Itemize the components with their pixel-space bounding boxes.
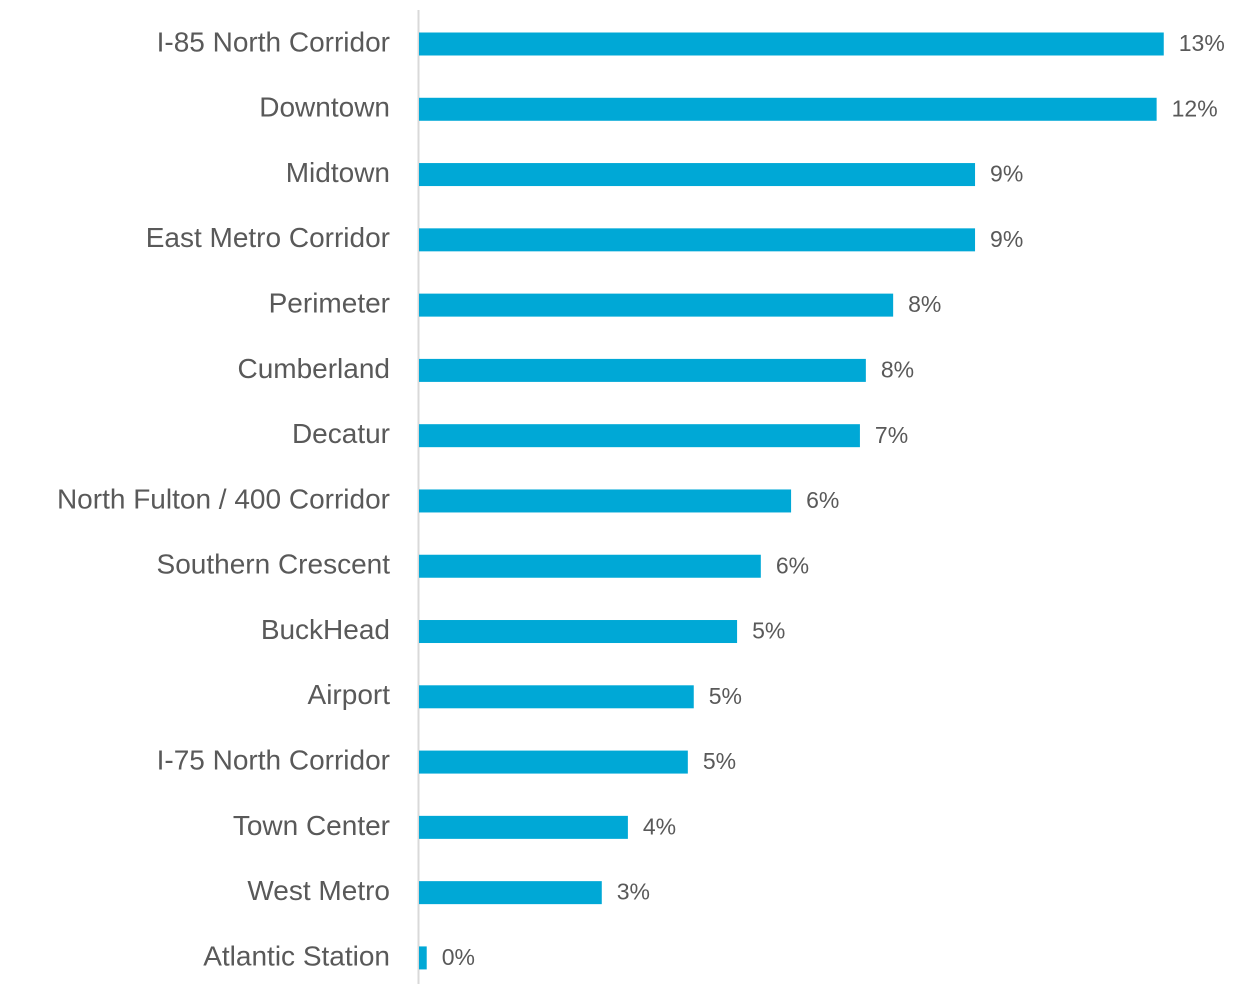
bar (419, 815, 628, 839)
value-label: 9% (990, 161, 1023, 187)
bar (419, 946, 427, 970)
bar (419, 228, 976, 252)
value-label: 8% (881, 356, 914, 382)
value-label: 5% (752, 618, 785, 644)
category-label: I-85 North Corridor (157, 26, 390, 57)
value-label: 5% (703, 748, 736, 774)
category-label: West Metro (247, 875, 390, 906)
bar (419, 358, 866, 382)
category-label: Airport (308, 679, 391, 710)
category-label: BuckHead (261, 614, 390, 645)
bar (419, 293, 894, 317)
bar (419, 32, 1164, 56)
value-label: 13% (1179, 30, 1225, 56)
bar (419, 424, 860, 448)
value-label: 0% (442, 944, 475, 970)
category-label: Midtown (286, 157, 390, 188)
category-label: Perimeter (269, 288, 390, 319)
value-label: 12% (1172, 95, 1218, 121)
value-label: 9% (990, 226, 1023, 252)
value-label: 4% (643, 813, 676, 839)
category-label: Cumberland (237, 353, 390, 384)
value-label: 8% (908, 291, 941, 317)
category-label: Decatur (292, 418, 390, 449)
value-label: 3% (617, 879, 650, 905)
bar (419, 97, 1157, 121)
bar (419, 620, 738, 644)
category-label: Downtown (259, 92, 390, 123)
category-label: North Fulton / 400 Corridor (57, 483, 390, 514)
category-label: Atlantic Station (203, 940, 390, 971)
bar (419, 163, 976, 187)
bar (419, 685, 694, 709)
category-label: I-75 North Corridor (157, 744, 390, 775)
category-label: East Metro Corridor (146, 222, 390, 253)
bar (419, 881, 602, 905)
category-label: Town Center (233, 810, 390, 841)
value-label: 6% (806, 487, 839, 513)
bar (419, 554, 761, 578)
value-label: 7% (875, 422, 908, 448)
value-label: 5% (709, 683, 742, 709)
category-label: Southern Crescent (157, 549, 391, 580)
bar (419, 750, 688, 774)
value-label: 6% (776, 552, 809, 578)
bar (419, 489, 792, 513)
